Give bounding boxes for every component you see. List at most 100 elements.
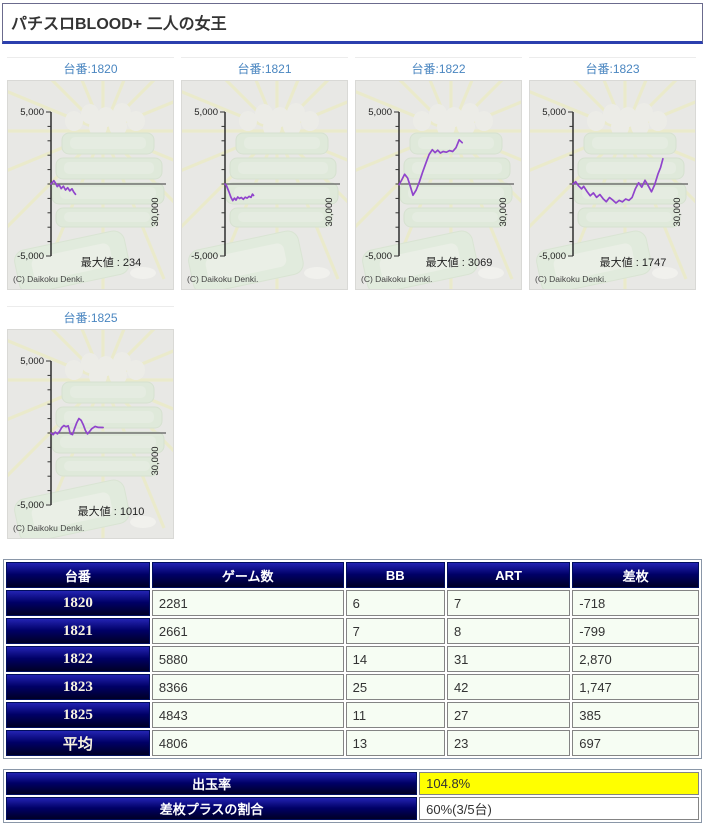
y-axis-label-bottom: -5,000	[191, 251, 218, 262]
bb-cell: 13	[345, 730, 445, 756]
y-axis-label-top: 5,000	[368, 107, 392, 118]
games-cell: 2661	[151, 618, 344, 644]
copyright-text: (C) Daikoku Denki.	[13, 274, 84, 284]
art-cell: 31	[446, 646, 571, 672]
max-value-label: 最大値 : 1010	[78, 504, 145, 518]
machine-number-link[interactable]: 台番:1822	[411, 62, 466, 76]
max-value-label: 最大値 : 3069	[426, 255, 493, 269]
machine-number-link[interactable]: 台番:1821	[237, 62, 292, 76]
games-cell: 2281	[151, 590, 344, 616]
graph-panels-row-2: 台番:1825 5,000 -5,000 30,000 最大値 : 1010 (C) Da…	[7, 306, 705, 539]
page-title: パチスロBLOOD+ 二人の女王	[2, 3, 703, 44]
slump-graph: 5,000 -5,000 30,000 最大値 : 1747 (C) Daikoku D…	[529, 80, 696, 290]
machine-number-tab: 台番:1820	[7, 57, 174, 80]
summary-table: 出玉率 104.8% 差枚プラスの割合 60%(3/5台)	[3, 769, 702, 823]
results-table: 台番 ゲーム数 BB ART 差枚 1820 2281 6 7 -718 182…	[3, 559, 702, 759]
machine-number-link[interactable]: 台番:1820	[63, 62, 118, 76]
col-header-diff: 差枚	[572, 562, 699, 588]
slump-graph: 5,000 -5,000 30,000 最大値 : 1010 (C) Daikoku D…	[7, 329, 174, 539]
table-row: 1825 4843 11 27 385	[6, 702, 699, 728]
col-header-bb: BB	[345, 562, 445, 588]
diff-cell: 1,747	[572, 674, 699, 700]
x-axis-label: 30,000	[324, 197, 335, 226]
slump-line	[224, 183, 255, 202]
summary-row-plus-ratio: 差枚プラスの割合 60%(3/5台)	[6, 797, 699, 820]
machine-panel: 台番:1825 5,000 -5,000 30,000 最大値 : 1010 (C) Da…	[7, 306, 174, 539]
slump-line	[50, 179, 77, 196]
slump-graphs-section: 台番:1820 5,000 -5,000 30,000 最大値 : 234 (C) Dai…	[7, 57, 705, 539]
games-cell: 5880	[151, 646, 344, 672]
art-cell: 27	[446, 702, 571, 728]
daikoku-watermark	[8, 330, 173, 538]
games-cell: 4806	[151, 730, 344, 756]
col-header-machine: 台番	[6, 562, 150, 588]
copyright-text: (C) Daikoku Denki.	[187, 274, 258, 284]
slump-graph: 5,000 -5,000 30,000 最大値 : 3069 (C) Daikoku D…	[355, 80, 522, 290]
machine-number-cell: 1820	[6, 590, 150, 616]
bb-cell: 14	[345, 646, 445, 672]
y-axis-label-bottom: -5,000	[539, 251, 566, 262]
plus-ratio-value: 60%(3/5台)	[419, 797, 699, 820]
machine-number-link[interactable]: 台番:1823	[585, 62, 640, 76]
table-row-average: 平均 4806 13 23 697	[6, 730, 699, 756]
diff-cell: -799	[572, 618, 699, 644]
machine-panel: 台番:1823 5,000 -5,000 30,000 最大値 : 1747 (C) Da…	[529, 57, 696, 290]
table-header-row: 台番 ゲーム数 BB ART 差枚	[6, 562, 699, 588]
col-header-art: ART	[446, 562, 571, 588]
bb-cell: 6	[345, 590, 445, 616]
table-row: 1821 2661 7 8 -799	[6, 618, 699, 644]
average-label-cell: 平均	[6, 730, 150, 756]
machine-panel: 台番:1820 5,000 -5,000 30,000 最大値 : 234 (C) Dai…	[7, 57, 174, 290]
col-header-games: ゲーム数	[151, 562, 344, 588]
copyright-text: (C) Daikoku Denki.	[535, 274, 606, 284]
diff-cell: -718	[572, 590, 699, 616]
plus-ratio-label: 差枚プラスの割合	[6, 797, 418, 820]
y-axis-label-bottom: -5,000	[17, 251, 44, 262]
machine-number-tab: 台番:1823	[529, 57, 696, 80]
machine-number-cell: 1825	[6, 702, 150, 728]
slump-line	[572, 157, 664, 204]
y-axis-label-top: 5,000	[194, 107, 218, 118]
x-axis-label: 30,000	[672, 197, 683, 226]
results-section: 台番 ゲーム数 BB ART 差枚 1820 2281 6 7 -718 182…	[3, 559, 702, 823]
slump-line	[50, 417, 104, 436]
diff-cell: 2,870	[572, 646, 699, 672]
y-axis-label-top: 5,000	[20, 107, 44, 118]
bb-cell: 11	[345, 702, 445, 728]
y-axis-label-bottom: -5,000	[365, 251, 392, 262]
art-cell: 23	[446, 730, 571, 756]
summary-row-payout: 出玉率 104.8%	[6, 772, 699, 795]
machine-number-cell: 1822	[6, 646, 150, 672]
slump-graph: 5,000 -5,000 30,000 (C) Daikoku Denki.	[181, 80, 348, 290]
machine-number-tab: 台番:1821	[181, 57, 348, 80]
table-row: 1822 5880 14 31 2,870	[6, 646, 699, 672]
games-cell: 4843	[151, 702, 344, 728]
machine-number-tab: 台番:1825	[7, 306, 174, 329]
diff-cell: 697	[572, 730, 699, 756]
y-axis-label-bottom: -5,000	[17, 500, 44, 511]
machine-number-cell: 1823	[6, 674, 150, 700]
max-value-label: 最大値 : 1747	[600, 255, 667, 269]
table-row: 1823 8366 25 42 1,747	[6, 674, 699, 700]
art-cell: 42	[446, 674, 571, 700]
games-cell: 8366	[151, 674, 344, 700]
copyright-text: (C) Daikoku Denki.	[13, 523, 84, 533]
machine-panel: 台番:1822 5,000 -5,000 30,000 最大値 : 3069 (C) Da…	[355, 57, 522, 290]
copyright-text: (C) Daikoku Denki.	[361, 274, 432, 284]
machine-number-tab: 台番:1822	[355, 57, 522, 80]
diff-cell: 385	[572, 702, 699, 728]
art-cell: 8	[446, 618, 571, 644]
x-axis-label: 30,000	[150, 446, 161, 475]
slump-graph: 5,000 -5,000 30,000 最大値 : 234 (C) Daikoku De…	[7, 80, 174, 290]
x-axis-label: 30,000	[150, 197, 161, 226]
table-row: 1820 2281 6 7 -718	[6, 590, 699, 616]
slump-line	[398, 138, 464, 197]
y-axis-label-top: 5,000	[20, 356, 44, 367]
graph-panels-row-1: 台番:1820 5,000 -5,000 30,000 最大値 : 234 (C) Dai…	[7, 57, 705, 290]
y-axis-label-top: 5,000	[542, 107, 566, 118]
max-value-label: 最大値 : 234	[81, 255, 142, 269]
machine-number-cell: 1821	[6, 618, 150, 644]
x-axis-label: 30,000	[498, 197, 509, 226]
machine-number-link[interactable]: 台番:1825	[63, 311, 118, 325]
bb-cell: 7	[345, 618, 445, 644]
